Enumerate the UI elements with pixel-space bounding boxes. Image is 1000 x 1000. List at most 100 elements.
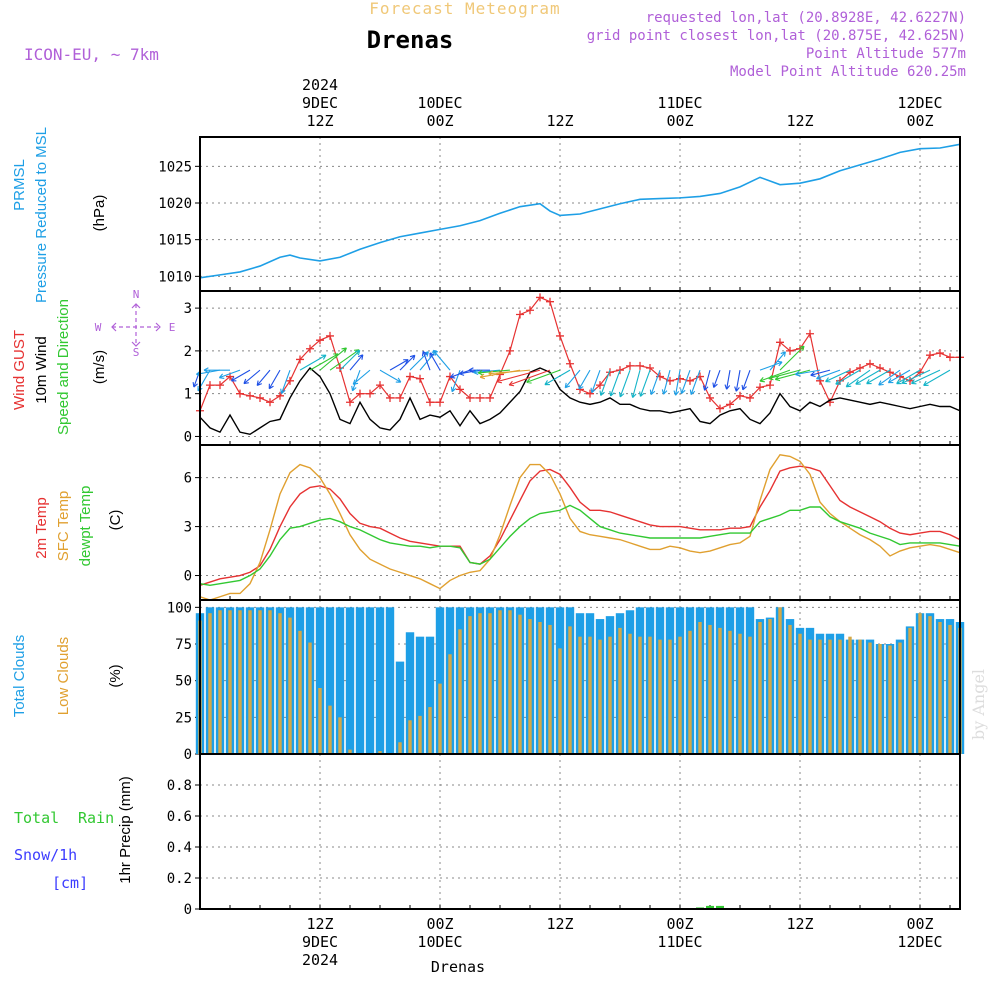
y-tick-label: 1010 (158, 269, 192, 285)
gust-marker (596, 381, 604, 390)
precip-label: 1hr Precip (mm) (117, 776, 134, 884)
low-cloud-bar (768, 619, 772, 754)
low-cloud-bar (848, 636, 852, 754)
bottom-time-label: 12DEC (897, 933, 942, 951)
total-cloud-bar (335, 607, 345, 754)
gust-marker (606, 368, 614, 377)
gust-marker (396, 393, 404, 402)
wind-direction-arrow (779, 345, 805, 371)
low-cloud-bar (548, 624, 552, 754)
gust-marker (796, 344, 804, 353)
low-cloud-bar (568, 626, 572, 754)
low-cloud-bar (618, 627, 622, 754)
bottom-time-label: 9DEC (302, 933, 338, 951)
low-cloud-bar (908, 627, 912, 754)
low-cloud-bar (748, 636, 752, 754)
wind-direction-arrow (911, 369, 941, 385)
y-tick-label: 0.6 (167, 809, 192, 825)
model-label: ICON-EU, ~ 7km (24, 45, 159, 64)
wind-unit: (m/s) (91, 350, 108, 384)
y-tick-label: 0 (184, 429, 192, 445)
clouds-label-line1: Total Clouds (11, 635, 28, 718)
gust-marker (516, 310, 524, 319)
wind-direction-arrow (734, 370, 741, 392)
gust-marker (266, 398, 274, 407)
low-cloud-bar (688, 630, 692, 754)
low-cloud-bar (808, 639, 812, 754)
low-cloud-bar (588, 636, 592, 754)
compass-north: N (133, 288, 140, 301)
y-tick-label: 1025 (158, 159, 192, 175)
wind-direction-arrow (526, 369, 561, 384)
total-cloud-bar (375, 607, 385, 754)
y-tick-label: 6 (184, 471, 192, 487)
wind-direction-arrow (741, 369, 751, 391)
low-cloud-bar (218, 610, 222, 754)
wind-direction-arrow (379, 369, 402, 383)
low-cloud-bar (868, 642, 872, 754)
low-cloud-bar (288, 617, 292, 754)
wind-direction-arrow (618, 369, 631, 398)
gust-marker (206, 381, 214, 390)
gust-marker (256, 393, 264, 402)
low-cloud-bar (538, 622, 542, 754)
pressure-label-line2: Pressure Reduced to MSL (33, 127, 50, 303)
gust-marker (876, 364, 884, 372)
gust-marker (276, 391, 284, 400)
wind-direction-arrow (564, 369, 581, 389)
wind-direction-arrow (759, 369, 791, 383)
wind-direction-arrow (230, 369, 251, 382)
wind-label-line2: 10m Wind (33, 336, 50, 404)
gust-marker (356, 389, 364, 398)
gust-marker (526, 306, 534, 315)
wind-direction-arrow (887, 369, 911, 384)
gust-marker (406, 372, 414, 381)
bottom-time-label: 00Z (426, 915, 453, 933)
gridpoint-coords: grid point closest lon,lat (20.875E, 42.… (587, 28, 966, 44)
pressure-axis-labels: PRMSL Pressure Reduced to MSL (hPa) (11, 127, 108, 303)
wind-direction-arrow (578, 369, 591, 390)
y-tick-label: 1015 (158, 233, 192, 249)
temp-label-line3: dewpt Temp (77, 486, 94, 567)
sfc-temp-line (199, 454, 961, 601)
gust-marker (486, 393, 494, 402)
wind-direction-arrow (203, 367, 230, 374)
low-cloud-bar (608, 636, 612, 754)
gust-marker (376, 381, 384, 390)
wind-direction-arrow (901, 369, 931, 385)
wind-direction-arrow (319, 347, 347, 371)
low-cloud-bar (628, 633, 632, 754)
legend-snow: Snow/1h (14, 846, 77, 864)
clouds-unit: (%) (107, 664, 124, 687)
wind-panel: 0 1 2 3 (184, 290, 964, 446)
bottom-station-label: Drenas (431, 958, 485, 976)
gust-marker (706, 393, 714, 402)
wind-direction-arrow (661, 369, 671, 395)
gust-marker (236, 389, 244, 398)
wind-direction-arrow (429, 352, 441, 371)
gust-marker (296, 355, 304, 364)
panel-frame (199, 753, 961, 910)
wind-direction-arrow (399, 354, 416, 371)
wind-direction-arrow (673, 370, 681, 396)
compass-west: W (95, 321, 102, 334)
clouds-panel: 0 25 50 75 100 (167, 599, 965, 763)
wind-direction-arrow (599, 369, 611, 396)
wind-direction-arrow (866, 369, 891, 385)
temperature-axis-labels: 2m Temp SFC Temp dewpt Temp (C) (33, 486, 124, 567)
low-cloud-bar (698, 622, 702, 754)
low-cloud-bar (898, 642, 902, 754)
low-cloud-bar (738, 633, 742, 754)
low-cloud-bar (258, 610, 262, 754)
clouds-label-line2: Low Clouds (55, 637, 72, 715)
total-cloud-bar (365, 607, 375, 754)
wind-direction-arrow (468, 367, 490, 374)
low-cloud-bar (508, 610, 512, 754)
y-tick-label: 0 (184, 747, 192, 763)
total-cloud-bar (325, 607, 335, 754)
legend-total: Total (14, 809, 59, 827)
low-cloud-bar (788, 624, 792, 754)
gust-marker (866, 359, 874, 368)
requested-coords: requested lon,lat (20.8928E, 42.6227N) (646, 10, 966, 26)
gust-marker (556, 331, 564, 340)
